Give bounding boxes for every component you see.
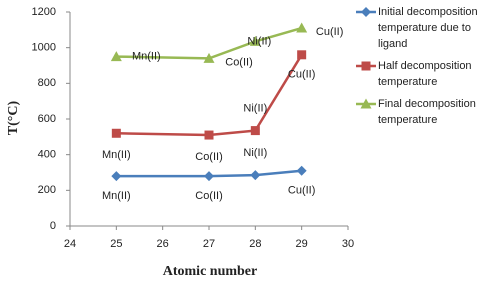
y-tick-label: 0 [50,220,56,232]
marker [296,165,307,176]
point-label: Ni(II) [247,35,271,47]
marker [111,171,122,182]
point-label: Ni(II) [243,147,267,159]
legend: Initial decomposition temperature due to… [356,4,498,134]
legend-swatch [356,7,376,17]
point-label: Mn(II) [132,50,161,62]
marker [111,128,121,138]
y-tick-label: 1200 [32,6,56,18]
marker [203,52,215,63]
x-tick-label: 25 [110,238,122,250]
legend-item: Half decomposition temperature [356,58,498,90]
marker [297,50,307,60]
point-label: Co(II) [195,151,223,163]
marker [296,22,308,33]
point-label: Cu(II) [288,185,316,197]
series-line [116,26,303,60]
legend-swatch [356,98,376,109]
point-label: Mn(II) [102,190,131,202]
y-tick-label: 800 [38,77,56,89]
x-tick-label: 26 [157,238,169,250]
x-tick-label: 24 [64,238,76,250]
marker [250,170,261,181]
x-tick-label: 27 [203,238,215,250]
point-label: Ni(II) [243,102,267,114]
marker [204,171,214,182]
point-label: Cu(II) [316,26,344,38]
legend-label: Initial decomposition temperature due to… [378,6,478,50]
marker [250,126,260,136]
y-axis-label: T(°C) [6,100,21,135]
marker [361,61,371,71]
marker [360,98,372,109]
legend-label: Half decomposition temperature [378,60,472,88]
legend-item: Initial decomposition temperature due to… [356,4,498,52]
point-label: Co(II) [195,190,223,202]
point-label: Mn(II) [102,149,131,161]
legend-label: Final decomposition temperature [378,98,476,126]
marker [249,35,261,46]
marker [361,7,371,17]
x-tick-label: 30 [342,238,354,250]
y-tick-label: 600 [38,113,56,125]
point-label: Cu(II) [288,69,316,81]
series-line [116,54,303,137]
marker [204,130,214,140]
x-tick-label: 28 [249,238,261,250]
legend-item: Final decomposition temperature [356,96,498,128]
y-tick-label: 1000 [32,42,56,54]
x-axis-label: Atomic number [163,264,258,279]
series-line [116,169,302,178]
y-tick-label: 400 [38,149,56,161]
point-label: Co(II) [225,56,253,68]
marker [110,51,122,62]
legend-swatch [356,61,376,71]
y-tick-label: 200 [38,184,56,196]
x-tick-label: 29 [296,238,308,250]
